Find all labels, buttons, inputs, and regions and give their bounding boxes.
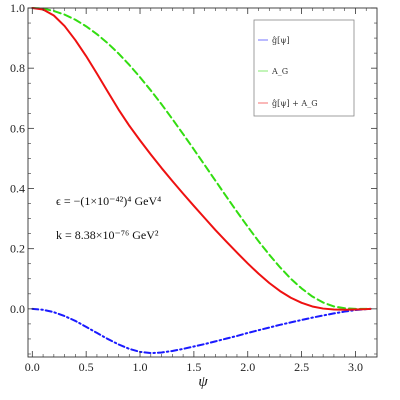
- axes: 0.0 0.5 1.0 1.5 2.0 2.5 3.0 0.0 0.2 0.4 0.6 0.8 1.0: [10, 1, 378, 374]
- series-line-1: [31, 7, 372, 310]
- series-line-0: [31, 307, 372, 355]
- x-tick-label: 0.5: [79, 360, 94, 374]
- series-line-2: [31, 7, 372, 311]
- epsilon-annotation: ϵ = −(1×10⁻⁴²)⁴ GeV⁴: [56, 194, 161, 208]
- x-tick-label: 1.0: [133, 360, 148, 374]
- y-tick-label: 0.2: [10, 242, 25, 256]
- x-tick-label: 2.5: [294, 360, 309, 374]
- y-tick-label: 0.8: [10, 61, 25, 75]
- x-tick-label: 1.5: [186, 360, 201, 374]
- y-tick-label: 0.4: [10, 182, 25, 196]
- legend-label-ghat: ĝ[ψ]: [272, 36, 290, 45]
- y-tick-label: 1.0: [10, 1, 25, 15]
- legend-frame: [253, 19, 355, 117]
- plot-area: [31, 7, 372, 355]
- legend: ĝ[ψ] A_G ĝ[ψ] + A_G: [253, 19, 355, 117]
- plot-frame: [27, 7, 378, 358]
- x-tick-label: 3.0: [348, 360, 363, 374]
- x-tick-label: 2.0: [240, 360, 255, 374]
- x-axis-label: ψ: [198, 374, 208, 390]
- y-tick-label: 0.0: [10, 302, 25, 316]
- legend-label-sum: ĝ[ψ] + A_G: [272, 99, 318, 108]
- legend-label-ag: A_G: [271, 67, 288, 76]
- x-tick-label: 0.0: [25, 360, 40, 374]
- k-annotation: k = 8.38×10⁻⁷⁶ GeV²: [56, 228, 159, 242]
- y-tick-label: 0.6: [10, 121, 25, 135]
